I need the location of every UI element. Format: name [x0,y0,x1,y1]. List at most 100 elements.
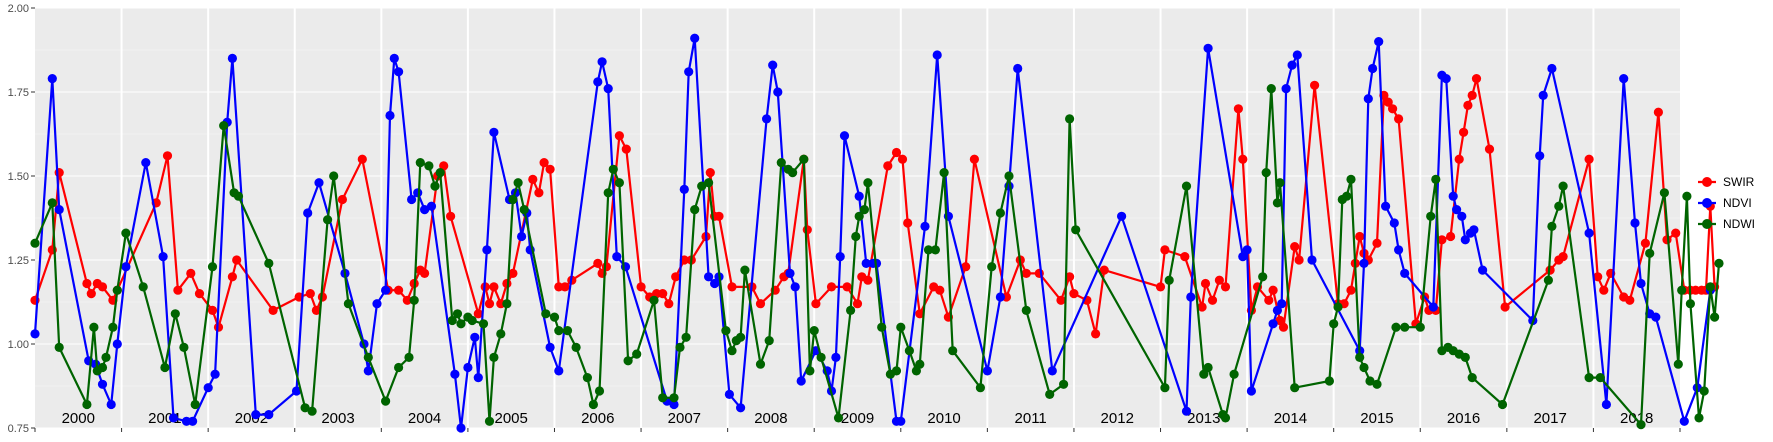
data-point [1069,289,1079,299]
data-point [207,262,218,272]
data-point [1346,174,1356,184]
data-point [1372,379,1382,389]
data-point [1673,359,1683,369]
data-point [463,362,473,373]
data-point [502,299,512,309]
data-point [1160,383,1170,393]
data-point [413,188,423,198]
data-point [1535,151,1545,161]
data-point [1359,362,1369,373]
data-point [305,289,315,299]
legend-key-point [1702,177,1712,187]
data-point [755,299,766,309]
legend-label: NDVI [1723,196,1752,210]
data-point [291,386,302,396]
data-point [1679,416,1689,426]
data-point [363,352,373,362]
data-point [447,315,457,326]
data-point [1355,352,1365,362]
data-point [372,299,382,309]
data-point [1268,319,1278,329]
data-point [138,282,148,292]
data-point [1685,299,1695,309]
data-point [1699,386,1709,396]
legend-key-point [1702,198,1712,208]
year-label: 2000 [62,410,95,427]
data-point [831,352,841,362]
data-point [517,231,527,242]
data-point [394,285,404,295]
data-point [1203,43,1213,53]
data-point [614,178,625,188]
data-point [896,322,906,332]
legend-label: SWIR [1723,175,1755,189]
data-point [1071,225,1081,235]
data-point [482,245,492,255]
data-point [484,299,495,309]
data-point [1467,90,1477,100]
data-point [1543,275,1553,285]
data-point [995,208,1006,218]
data-point [948,346,958,356]
data-point [1394,114,1404,124]
data-point [612,252,622,262]
data-point [1467,373,1477,383]
data-point [489,127,499,137]
year-label: 2012 [1101,410,1134,427]
data-point [1630,218,1640,228]
data-point [179,342,189,352]
data-point [1460,235,1470,245]
data-point [863,178,873,188]
data-point [1160,245,1170,255]
y-tick-label: 1.25 [8,255,29,267]
data-point [969,154,980,164]
data-point [1238,252,1248,262]
data-point [426,201,437,211]
data-point [188,416,198,426]
data-point [1359,258,1369,268]
data-point [329,171,339,181]
data-point [190,399,200,410]
data-point [1595,373,1605,383]
data-point [473,309,483,319]
data-point [1558,181,1568,191]
data-point [854,211,864,221]
data-point [705,168,715,178]
data-point [1625,295,1635,305]
data-point [1671,228,1681,238]
data-point [671,272,681,282]
data-point [1242,245,1252,255]
year-label: 2003 [321,410,354,427]
x-axis [34,428,1681,432]
data-point [1645,248,1655,258]
data-point [1448,191,1458,201]
data-point [788,168,798,178]
data-point [1091,329,1101,339]
data-point [186,268,196,278]
data-point [112,339,122,349]
series-swir [30,74,1720,339]
year-label: 2008 [754,410,787,427]
data-point [681,332,691,342]
data-point [268,305,278,315]
data-point [877,322,887,332]
data-point [636,282,646,292]
data-point [402,295,412,305]
data-point [168,413,179,423]
data-point [357,154,367,164]
data-point [796,376,806,386]
data-point [764,336,774,346]
major-gridlines [35,7,1680,429]
data-point [805,366,815,376]
data-point [160,362,170,373]
data-point [97,379,108,389]
data-point [1584,154,1594,164]
data-point [1220,413,1231,423]
data-point [1203,362,1213,373]
data-point [842,282,852,292]
year-label: 2006 [581,410,614,427]
data-point [307,406,317,416]
year-label: 2016 [1447,410,1480,427]
data-point [588,399,599,410]
data-point [1400,268,1410,278]
